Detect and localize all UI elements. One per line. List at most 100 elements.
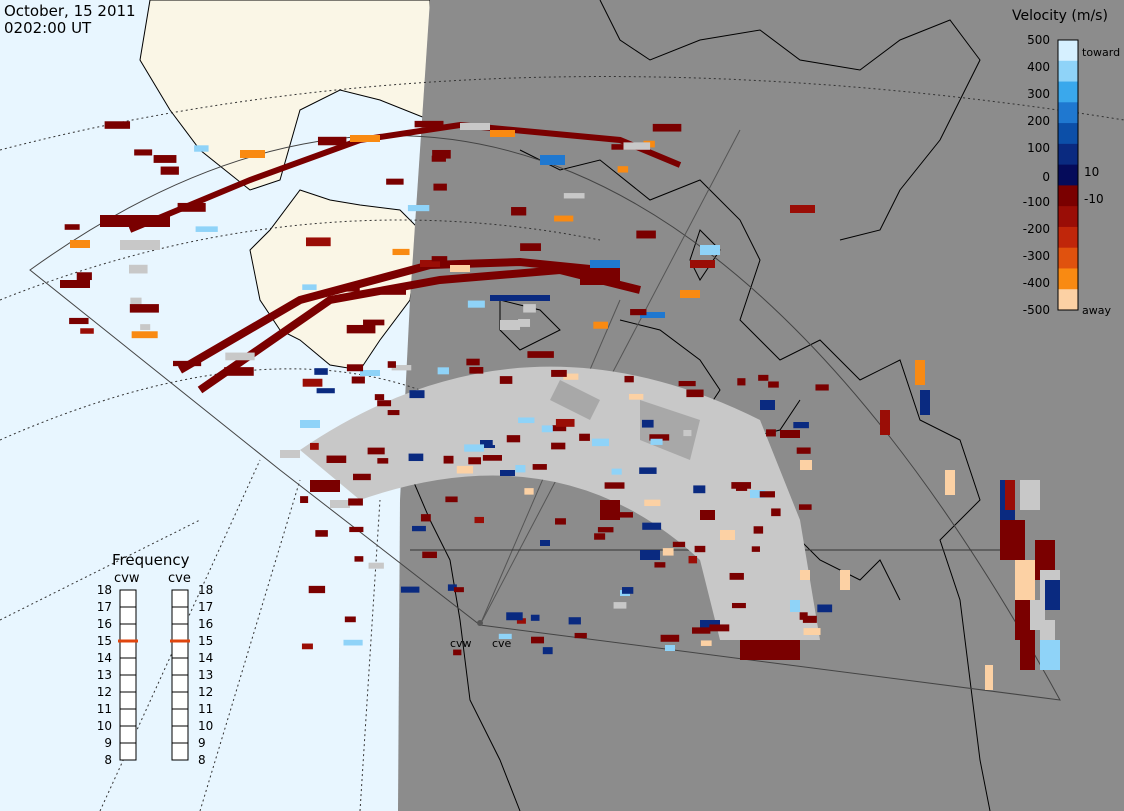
fov-outline bbox=[29, 135, 1061, 701]
echo-cell bbox=[353, 473, 371, 481]
echo-cell bbox=[640, 550, 660, 560]
echo-cell bbox=[694, 545, 706, 553]
echo-cell bbox=[420, 514, 431, 522]
frequency-radar-cvw: cvw bbox=[114, 571, 140, 586]
echo-cell bbox=[387, 361, 396, 368]
echo-cell bbox=[431, 155, 446, 162]
echo-cell bbox=[1005, 480, 1015, 510]
echo-cell bbox=[437, 367, 449, 375]
echo-cell bbox=[600, 500, 620, 520]
colorbar-tick-label: -200 bbox=[1023, 222, 1050, 236]
echo-cell bbox=[346, 324, 376, 334]
echo-cell bbox=[563, 193, 585, 199]
colorbar-segment bbox=[1058, 185, 1078, 207]
echo-cell bbox=[317, 136, 347, 146]
echo-cell bbox=[460, 123, 490, 130]
frequency-tick-right: 9 bbox=[198, 736, 206, 750]
echo-cell bbox=[623, 142, 651, 150]
echo-cell bbox=[731, 602, 746, 609]
echo-cell bbox=[574, 632, 587, 639]
colorbar-segment bbox=[1058, 40, 1078, 62]
echo-cell bbox=[518, 318, 531, 327]
echo-cell bbox=[591, 438, 609, 447]
colorbar-segment bbox=[1058, 206, 1078, 228]
echo-cell bbox=[692, 627, 711, 634]
frequency-tick-right: 15 bbox=[198, 634, 213, 648]
frequency-tick-left: 12 bbox=[97, 685, 112, 699]
echo-cell bbox=[590, 260, 620, 268]
echo-cell bbox=[686, 389, 704, 398]
velocity-echoes bbox=[60, 120, 1060, 690]
echo-cell bbox=[490, 130, 515, 137]
echo-cell bbox=[447, 584, 457, 591]
echo-cell bbox=[1050, 640, 1060, 670]
echo-cell bbox=[177, 202, 206, 212]
echo-cell bbox=[985, 665, 993, 690]
echo-cell bbox=[468, 457, 482, 465]
echo-cell bbox=[660, 634, 680, 642]
echo-cell bbox=[753, 526, 764, 534]
echo-cell bbox=[131, 331, 158, 339]
frequency-tick-right: 10 bbox=[198, 719, 213, 733]
echo-cell bbox=[280, 450, 300, 458]
echo-cell bbox=[662, 548, 674, 556]
echo-cell bbox=[377, 400, 392, 407]
echo-cell bbox=[619, 512, 633, 518]
echo-cell bbox=[568, 617, 581, 625]
frequency-tick-left: 11 bbox=[97, 702, 112, 716]
echo-cell bbox=[639, 467, 657, 474]
echo-cell bbox=[506, 612, 523, 621]
echo-cell bbox=[516, 618, 526, 624]
echo-cell bbox=[70, 240, 90, 248]
echo-cell bbox=[624, 375, 634, 383]
colorbar-title: Velocity (m/s) bbox=[1012, 8, 1108, 24]
frequency-tick-right: 14 bbox=[198, 651, 213, 665]
radar-site-label-cvw: cvw bbox=[450, 637, 472, 650]
echo-cell bbox=[524, 488, 534, 495]
echo-cell bbox=[429, 443, 450, 449]
echo-cell bbox=[672, 541, 686, 547]
echo-cell bbox=[173, 360, 202, 367]
echo-cell bbox=[300, 496, 309, 504]
echo-cell bbox=[414, 120, 444, 128]
echo-cell bbox=[628, 393, 644, 400]
colorbar-tick-label: -500 bbox=[1023, 303, 1050, 317]
echo-cell bbox=[731, 482, 752, 489]
colorbar-tick-label: 500 bbox=[1027, 33, 1050, 47]
echo-cell bbox=[432, 149, 451, 159]
colorbar-segment bbox=[1058, 81, 1078, 103]
echo-cell bbox=[368, 562, 384, 569]
frequency-tick-left: 16 bbox=[97, 617, 112, 631]
echo-cell bbox=[104, 121, 131, 129]
echo-cell bbox=[790, 600, 800, 612]
echo-cell bbox=[194, 145, 209, 152]
echo-cell bbox=[790, 205, 815, 213]
echo-cell bbox=[453, 587, 464, 593]
echo-cell bbox=[330, 500, 350, 508]
echo-cell bbox=[100, 215, 170, 227]
echo-cell bbox=[815, 384, 829, 391]
echo-cell bbox=[316, 388, 335, 394]
echo-cell bbox=[654, 562, 666, 568]
frequency-tick-left: 10 bbox=[97, 719, 112, 733]
echo-cell bbox=[793, 422, 809, 429]
echo-cell bbox=[771, 508, 781, 517]
echo-cell bbox=[469, 367, 484, 374]
frequency-tick-right: 16 bbox=[198, 617, 213, 631]
echo-cell bbox=[641, 419, 654, 428]
echo-cell bbox=[709, 624, 730, 632]
frequency-tick-right: 12 bbox=[198, 685, 213, 699]
echo-cell bbox=[443, 455, 454, 464]
colorbar-segment bbox=[1058, 102, 1078, 124]
colorbar-tick-label: 200 bbox=[1027, 114, 1050, 128]
echo-cell bbox=[64, 224, 80, 230]
colorbar-segment bbox=[1058, 164, 1078, 186]
echo-cell bbox=[541, 425, 553, 433]
echo-cell bbox=[433, 183, 447, 191]
echo-cell bbox=[798, 504, 812, 510]
echo-cell bbox=[532, 464, 547, 470]
echo-cell bbox=[130, 297, 142, 307]
echo-cell bbox=[759, 491, 775, 498]
colorbar-tick-label: -400 bbox=[1023, 276, 1050, 290]
echo-cell bbox=[650, 438, 663, 445]
